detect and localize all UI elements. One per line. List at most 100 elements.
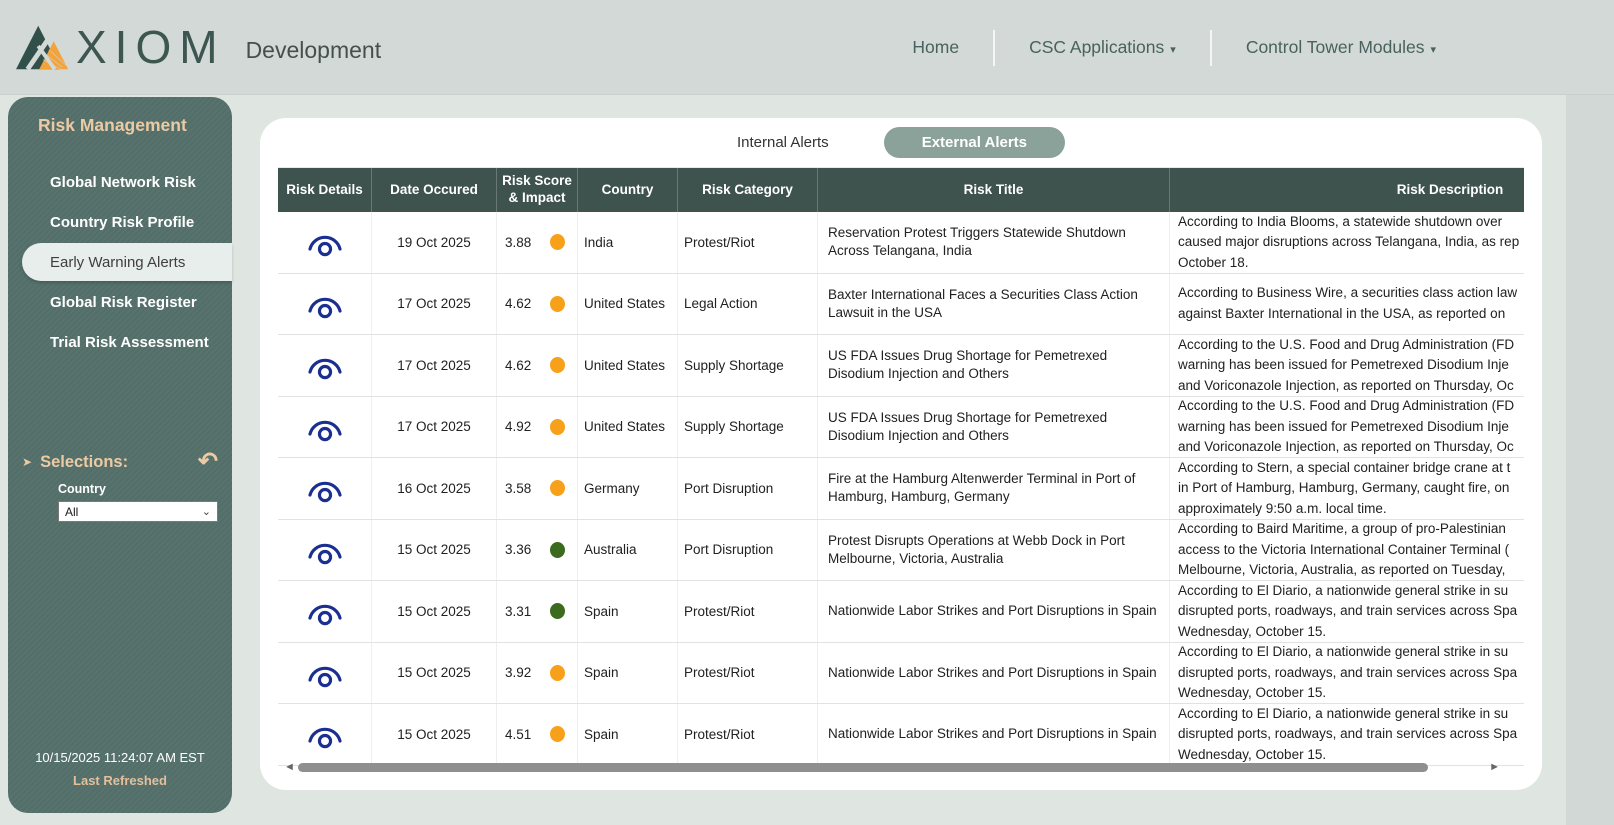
score-cell: 4.62 xyxy=(497,273,578,334)
risk-details-button[interactable] xyxy=(278,704,372,765)
date-cell: 16 Oct 2025 xyxy=(372,458,497,519)
reset-selections-icon[interactable]: ↶ xyxy=(197,448,218,475)
tab-internal-alerts[interactable]: Internal Alerts xyxy=(736,133,829,151)
score-cell: 4.62 xyxy=(497,335,578,396)
table-row: 16 Oct 2025 3.58 Germany Port Disruption… xyxy=(278,458,1524,520)
main-content-card: Internal Alerts External Alerts Risk Det… xyxy=(260,118,1542,790)
score-cell: 3.92 xyxy=(497,642,578,703)
table-header-row: Risk Details Date Occured Risk Score & I… xyxy=(278,168,1524,212)
sidebar-item-early-warning-alerts[interactable]: Early Warning Alerts xyxy=(22,243,232,281)
risk-details-button[interactable] xyxy=(278,212,372,273)
col-header-risk-score-impact: Risk Score & Impact xyxy=(497,168,578,212)
eye-radar-icon xyxy=(307,420,342,441)
description-cell: According to the U.S. Food and Drug Admi… xyxy=(1178,398,1515,454)
category-cell: Supply Shortage xyxy=(678,335,818,396)
nav-csc-applications[interactable]: CSC Applications ▾ xyxy=(1029,37,1176,57)
description-cell: According to Business Wire, a securities… xyxy=(1178,285,1518,321)
axiom-triangle-logo-icon xyxy=(16,25,69,70)
eye-radar-icon xyxy=(307,359,342,380)
eye-radar-icon xyxy=(307,297,342,318)
score-cell: 4.51 xyxy=(497,704,578,765)
chevron-right-icon: ➤ xyxy=(22,455,33,469)
impact-dot xyxy=(550,295,565,312)
title-cell: Nationwide Labor Strikes and Port Disrup… xyxy=(818,642,1170,703)
country-cell: Spain xyxy=(578,704,678,765)
impact-dot xyxy=(550,726,565,743)
scrollbar-track[interactable] xyxy=(296,763,1488,772)
sidebar: Risk Management Global Network Risk Coun… xyxy=(8,97,232,813)
date-cell: 17 Oct 2025 xyxy=(372,273,497,334)
col-header-risk-details: Risk Details xyxy=(278,168,372,212)
tab-external-alerts[interactable]: External Alerts xyxy=(883,126,1066,158)
nav-home[interactable]: Home xyxy=(912,37,960,57)
col-header-date-occured: Date Occured xyxy=(372,168,497,212)
eye-radar-icon xyxy=(307,236,342,257)
col-header-country: Country xyxy=(578,168,678,212)
sidebar-title: Risk Management xyxy=(38,115,187,135)
title-cell: Fire at the Hamburg Altenwerder Terminal… xyxy=(818,458,1170,519)
alerts-tabs: Internal Alerts External Alerts xyxy=(260,118,1542,166)
eye-radar-icon xyxy=(307,543,342,564)
top-nav: Home CSC Applications ▾ Control Tower Mod… xyxy=(904,0,1444,95)
risk-details-button[interactable] xyxy=(278,581,372,642)
nav-control-tower-modules[interactable]: Control Tower Modules ▾ xyxy=(1245,37,1436,57)
country-select[interactable]: All ⌄ xyxy=(58,501,218,522)
sidebar-item-trial-risk-assessment[interactable]: Trial Risk Assessment xyxy=(50,333,209,351)
risk-details-button[interactable] xyxy=(278,273,372,334)
date-cell: 17 Oct 2025 xyxy=(372,396,497,457)
last-refreshed-label: Last Refreshed xyxy=(73,773,167,788)
table-row: 15 Oct 2025 3.36 Australia Port Disrupti… xyxy=(278,519,1524,581)
impact-dot xyxy=(550,541,565,558)
description-cell: According to El Diario, a nationwide gen… xyxy=(1178,582,1518,639)
sidebar-item-country-risk-profile[interactable]: Country Risk Profile xyxy=(50,213,195,231)
country-cell: Australia xyxy=(578,519,678,580)
title-cell: US FDA Issues Drug Shortage for Pemetrex… xyxy=(818,396,1170,457)
table-row: 15 Oct 2025 4.51 Spain Protest/Riot Nati… xyxy=(278,704,1524,766)
scroll-left-icon[interactable]: ◄ xyxy=(284,761,295,773)
scroll-right-icon[interactable]: ► xyxy=(1489,761,1500,773)
description-cell: According to El Diario, a nationwide gen… xyxy=(1178,705,1518,762)
table-row: 15 Oct 2025 3.92 Spain Protest/Riot Nati… xyxy=(278,642,1524,704)
right-gutter xyxy=(1566,95,1614,825)
table-row: 17 Oct 2025 4.62 United States Legal Act… xyxy=(278,273,1524,335)
scrollbar-thumb[interactable] xyxy=(298,763,1428,772)
eye-radar-icon xyxy=(307,605,342,626)
date-cell: 15 Oct 2025 xyxy=(372,642,497,703)
date-cell: 19 Oct 2025 xyxy=(372,212,497,273)
col-header-risk-description: Risk Description xyxy=(1396,181,1504,197)
risk-details-button[interactable] xyxy=(278,396,372,457)
category-cell: Port Disruption xyxy=(678,458,818,519)
risk-details-button[interactable] xyxy=(278,642,372,703)
category-cell: Port Disruption xyxy=(678,519,818,580)
chevron-down-icon: ▾ xyxy=(1430,44,1436,56)
risk-details-button[interactable] xyxy=(278,335,372,396)
table-row: 17 Oct 2025 4.92 United States Supply Sh… xyxy=(278,396,1524,458)
table-row: 17 Oct 2025 4.62 United States Supply Sh… xyxy=(278,335,1524,397)
risk-details-button[interactable] xyxy=(278,458,372,519)
col-header-risk-title: Risk Title xyxy=(818,168,1170,212)
description-cell: According to the U.S. Food and Drug Admi… xyxy=(1178,336,1515,393)
table-row: 19 Oct 2025 3.88 India Protest/Riot Rese… xyxy=(278,212,1524,274)
country-cell: United States xyxy=(578,273,678,334)
score-cell: 3.58 xyxy=(497,458,578,519)
category-cell: Supply Shortage xyxy=(678,396,818,457)
col-header-risk-category: Risk Category xyxy=(678,168,818,212)
last-refreshed-time: 10/15/2025 11:24:07 AM EST xyxy=(35,750,205,765)
description-cell: According to Baird Maritime, a group of … xyxy=(1178,521,1510,577)
eye-radar-icon xyxy=(307,666,342,687)
impact-dot xyxy=(550,418,565,435)
selections-header[interactable]: ➤ Selections: ↶ xyxy=(22,450,218,474)
nav-divider xyxy=(993,29,996,66)
sidebar-item-global-network-risk[interactable]: Global Network Risk xyxy=(50,173,196,191)
score-cell: 3.88 xyxy=(497,212,578,273)
country-cell: United States xyxy=(578,335,678,396)
chevron-down-icon: ▾ xyxy=(1170,44,1176,56)
description-cell: According to India Blooms, a statewide s… xyxy=(1178,213,1520,270)
horizontal-scrollbar[interactable]: ◄ ► xyxy=(284,761,1500,774)
country-cell: Spain xyxy=(578,642,678,703)
impact-dot xyxy=(550,664,565,681)
impact-dot xyxy=(550,357,565,374)
risk-details-button[interactable] xyxy=(278,519,372,580)
sidebar-item-global-risk-register[interactable]: Global Risk Register xyxy=(50,293,197,311)
impact-dot xyxy=(550,603,565,620)
